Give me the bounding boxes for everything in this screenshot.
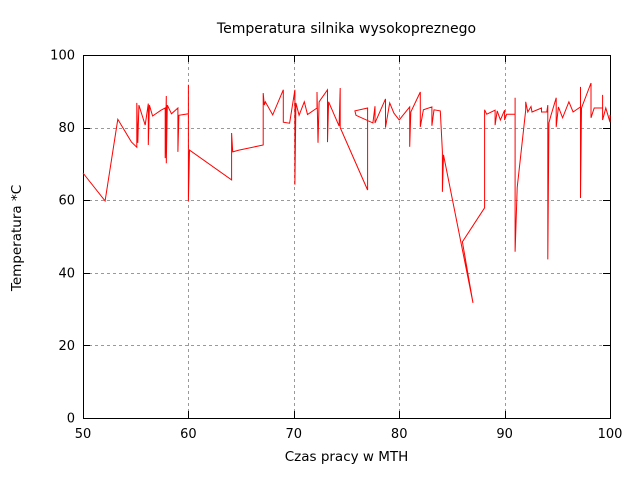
y-tick-label: 80 <box>58 121 75 136</box>
x-tick-label: 80 <box>391 427 408 442</box>
x-tick-label: 70 <box>286 427 303 442</box>
y-axis-label: Temperatura *C <box>9 184 25 292</box>
y-tick-label: 40 <box>58 266 75 281</box>
chart-title: Temperatura silnika wysokopreznego <box>216 21 477 37</box>
x-tick-label: 60 <box>180 427 197 442</box>
y-tick-label: 0 <box>67 412 75 427</box>
y-tick-label: 20 <box>58 339 75 354</box>
temperature-series-line <box>82 82 611 303</box>
x-tick-label: 50 <box>75 427 92 442</box>
x-tick-label: 90 <box>496 427 513 442</box>
plot-frame <box>83 55 611 419</box>
y-tick-label: 60 <box>58 194 75 209</box>
y-tick-label: 100 <box>50 49 75 64</box>
x-axis-label: Czas pracy w MTH <box>284 449 409 465</box>
x-tick-label: 100 <box>598 427 623 442</box>
